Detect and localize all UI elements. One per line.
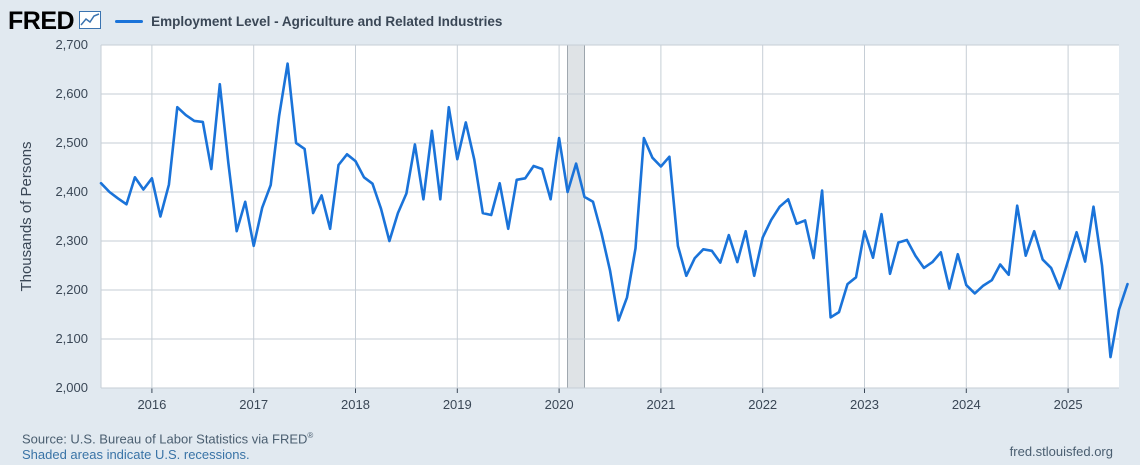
x-tick-label: 2018 (341, 397, 370, 412)
legend: Employment Level - Agriculture and Relat… (115, 14, 502, 29)
recession-shading (567, 44, 585, 389)
x-tick-label: 2016 (137, 397, 166, 412)
source-text[interactable]: Source: U.S. Bureau of Labor Statistics … (22, 431, 308, 447)
x-tick-label: 2025 (1054, 397, 1083, 412)
x-tick-label: 2020 (545, 397, 574, 412)
x-tick-label: 2024 (952, 397, 981, 412)
registered-mark: ® (307, 431, 314, 440)
y-tick-label: 2,500 (55, 135, 88, 150)
x-tick-label: 2019 (443, 397, 472, 412)
x-tick-label: 2022 (748, 397, 777, 412)
recession-note: Shaded areas indicate U.S. recessions. (22, 447, 250, 463)
legend-swatch (115, 19, 144, 23)
y-tick-label: 2,200 (55, 282, 88, 297)
y-tick-label: 2,600 (55, 86, 88, 101)
y-tick-label: 2,300 (55, 233, 88, 248)
chart-header: FRED Employment Level - Agriculture and … (8, 6, 502, 36)
y-tick-label: 2,100 (55, 331, 88, 346)
y-axis-label: Thousands of Persons (18, 141, 35, 291)
fred-logo[interactable]: FRED (8, 6, 75, 35)
site-url[interactable]: fred.stlouisfed.org (1009, 444, 1113, 459)
y-tick-label: 2,400 (55, 184, 88, 199)
source-line: Source: U.S. Bureau of Labor Statistics … (22, 428, 313, 447)
plot-area (101, 45, 1119, 388)
x-tick-label: 2023 (850, 397, 879, 412)
x-tick-label: 2017 (239, 397, 268, 412)
legend-label[interactable]: Employment Level - Agriculture and Relat… (151, 13, 503, 29)
footer-source-block: Source: U.S. Bureau of Labor Statistics … (22, 428, 313, 463)
x-tick-label: 2021 (646, 397, 675, 412)
series-line (99, 62, 1129, 359)
y-tick-label: 2,700 (55, 37, 88, 52)
line-graph-icon (79, 10, 102, 34)
y-tick-label: 2,000 (55, 380, 88, 395)
